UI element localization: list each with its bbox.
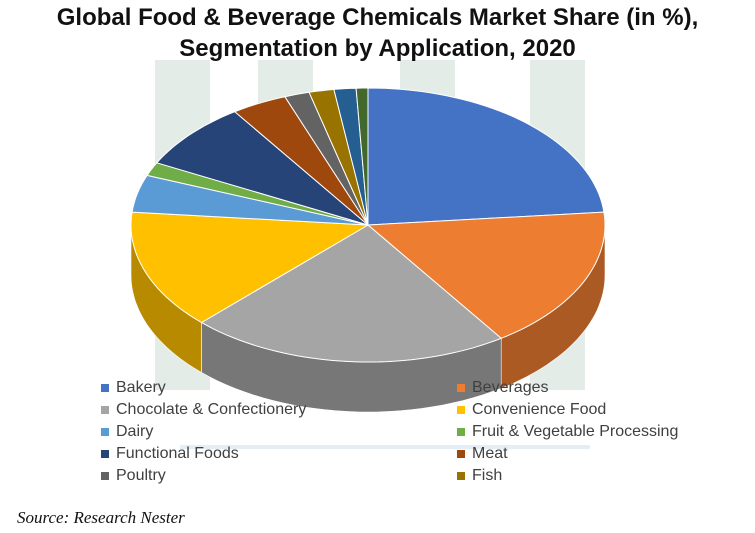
- pie-slice: [366, 211, 606, 339]
- legend-label: Beverages: [472, 379, 549, 396]
- legend-swatch: [101, 450, 109, 458]
- watermark-band: [180, 445, 590, 449]
- source-note: Source: Research Nester: [17, 508, 185, 527]
- legend-item: Fruit & Vegetable Processing: [457, 423, 678, 441]
- title-line-2: Segmentation by Application, 2020: [179, 35, 576, 62]
- legend-item: Fish: [457, 467, 502, 485]
- legend-label: Convenience Food: [472, 401, 607, 418]
- legend-label: Chocolate & Confectionery: [116, 401, 307, 418]
- legend-item: Convenience Food: [457, 401, 606, 419]
- pie-slice: [233, 96, 369, 226]
- legend-swatch: [101, 406, 109, 414]
- legend-label: Bakery: [116, 379, 166, 396]
- legend-item: Dairy: [101, 423, 153, 441]
- legend-label: Functional Foods: [116, 445, 239, 462]
- legend-item: Poultry: [101, 467, 166, 485]
- legend-swatch: [457, 450, 465, 458]
- legend-label: Dairy: [116, 423, 154, 440]
- legend-label: Meat: [472, 445, 508, 462]
- pie-slice: [200, 224, 503, 363]
- legend-swatch: [101, 384, 109, 392]
- pie-slice: [130, 211, 370, 324]
- legend-label: Fish: [472, 467, 503, 484]
- title-line-1: Global Food & Beverage Chemicals Market …: [56, 4, 699, 31]
- legend-swatch: [457, 472, 465, 480]
- pie-slice: [131, 174, 369, 226]
- legend-swatch: [101, 472, 109, 480]
- legend-swatch: [457, 384, 465, 392]
- legend-label: Poultry: [116, 467, 166, 484]
- legend-item: Beverages: [457, 379, 549, 397]
- legend-swatch: [101, 428, 109, 436]
- legend-label: Fruit & Vegetable Processing: [472, 423, 679, 440]
- chart-title: Global Food & Beverage Chemicals Market …: [0, 2, 755, 64]
- pie-slice: [355, 87, 369, 226]
- legend-swatch: [457, 428, 465, 436]
- legend-item: Meat: [457, 445, 508, 463]
- legend-item: Functional Foods: [101, 445, 239, 463]
- legend-item: Chocolate & Confectionery: [101, 401, 306, 419]
- pie-slice: [367, 87, 605, 226]
- legend-swatch: [457, 406, 465, 414]
- legend-item: Bakery: [101, 379, 166, 397]
- pie-slice: [155, 111, 369, 226]
